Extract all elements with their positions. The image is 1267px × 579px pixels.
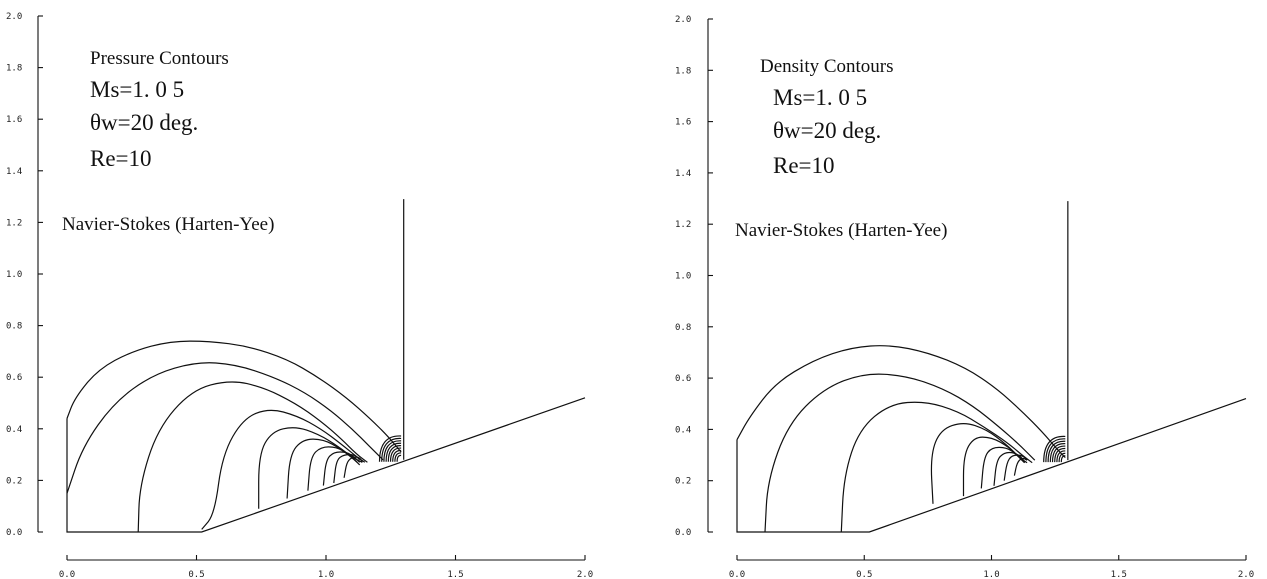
method-label: Navier-Stokes (Harten-Yee): [735, 220, 947, 241]
contour-line-9: [333, 453, 361, 484]
contour-line-8: [1003, 454, 1028, 481]
contour-line-9: [1013, 457, 1028, 476]
y-tick-label: 1.6: [6, 115, 22, 125]
contour-cluster-line: [383, 440, 402, 462]
contour-line-3: [840, 401, 1033, 533]
y-tick-label: 0.6: [675, 374, 691, 384]
contour-line-1: [66, 340, 402, 453]
y-tick-label: 1.6: [675, 118, 691, 128]
contour-cluster-line: [387, 445, 402, 462]
y-tick-label: 1.4: [6, 167, 22, 177]
y-tick-label: 2.0: [6, 12, 22, 22]
contour-cluster-line: [1047, 440, 1066, 463]
y-tick-label: 1.0: [6, 270, 22, 280]
contour-line-1: [736, 345, 1066, 459]
y-tick-label: 0.6: [6, 373, 22, 383]
contour-line-7: [993, 451, 1026, 486]
y-tick-label: 0.4: [675, 425, 691, 435]
contour-line-5: [258, 427, 363, 509]
x-tick-label: 2.0: [1238, 570, 1254, 579]
x-tick-label: 0.5: [188, 570, 204, 579]
wedge-boundary: [736, 398, 1247, 533]
y-tick-label: 0.8: [675, 323, 691, 333]
y-tick-label: 1.2: [675, 220, 691, 230]
contour-line-6: [980, 446, 1026, 489]
contour-cluster-line: [1054, 447, 1066, 463]
chart-annotation: Ms=1. 0 5: [773, 85, 867, 110]
y-tick-label: 0.8: [6, 322, 22, 332]
y-tick-label: 1.8: [675, 66, 691, 76]
contour-cluster-line: [389, 447, 402, 462]
x-tick-label: 0.0: [59, 570, 75, 579]
y-tick-label: 0.2: [675, 477, 691, 487]
chart-annotation: Re=10: [90, 146, 152, 171]
contour-cluster-line: [1051, 445, 1066, 463]
y-tick-label: 2.0: [675, 15, 691, 25]
method-label: Navier-Stokes (Harten-Yee): [62, 214, 274, 235]
y-tick-label: 0.0: [675, 528, 691, 538]
chart-title: Pressure Contours: [90, 48, 229, 69]
contour-cluster-line: [381, 437, 402, 462]
chart-annotation: Re=10: [773, 153, 835, 178]
chart-panel-1: 0.0 0.2 0.4 0.6 0.8 1.0 1.2 1.4 1.6 1.8 2.0 0.0 0.5 1…: [6, 12, 593, 579]
y-tick-label: 1.8: [6, 64, 22, 74]
contour-line-10: [343, 456, 363, 478]
contour-cluster-line: [378, 435, 402, 462]
x-tick-label: 1.5: [447, 570, 463, 579]
x-tick-label: 0.5: [856, 570, 872, 579]
contour-cluster-line: [1045, 438, 1066, 463]
chart-annotation: Ms=1. 0 5: [90, 77, 184, 102]
y-tick-label: 0.4: [6, 425, 22, 435]
y-tick-label: 1.4: [675, 169, 691, 179]
contour-cluster-line: [1060, 455, 1066, 463]
contour-cluster-line: [385, 442, 402, 462]
contour-line-2: [66, 362, 384, 494]
contour-cluster-line: [1056, 450, 1066, 463]
contour-cluster-line: [396, 454, 402, 462]
wedge-boundary: [66, 397, 586, 533]
y-tick-label: 0.0: [6, 528, 22, 538]
contour-cluster-line: [1058, 452, 1066, 463]
x-tick-label: 1.0: [318, 570, 334, 579]
x-tick-label: 1.0: [983, 570, 999, 579]
chart-annotation: θw=20 deg.: [773, 118, 881, 143]
y-tick-label: 1.2: [6, 218, 22, 228]
chart-panel-2: 0.0 0.2 0.4 0.6 0.8 1.0 1.2 1.4 1.6 1.8 2.0 0.0 0.5 1…: [675, 15, 1254, 579]
contour-cluster-line: [1049, 443, 1066, 463]
contour-line-4: [930, 423, 1028, 504]
contour-line-3: [137, 381, 368, 533]
x-tick-label: 0.0: [729, 570, 745, 579]
contour-line-4: [201, 409, 366, 530]
contour-line-8: [322, 451, 361, 486]
contour-cluster-line: [1043, 435, 1066, 463]
contour-cluster-line: [392, 449, 402, 462]
chart-annotation: θw=20 deg.: [90, 110, 198, 135]
contour-line-2: [764, 373, 1036, 533]
chart-title: Density Contours: [760, 56, 894, 77]
y-tick-label: 0.2: [6, 476, 22, 486]
x-tick-label: 2.0: [577, 570, 593, 579]
x-tick-label: 1.5: [1111, 570, 1127, 579]
contour-cluster-line: [394, 452, 402, 462]
y-tick-label: 1.0: [675, 272, 691, 282]
